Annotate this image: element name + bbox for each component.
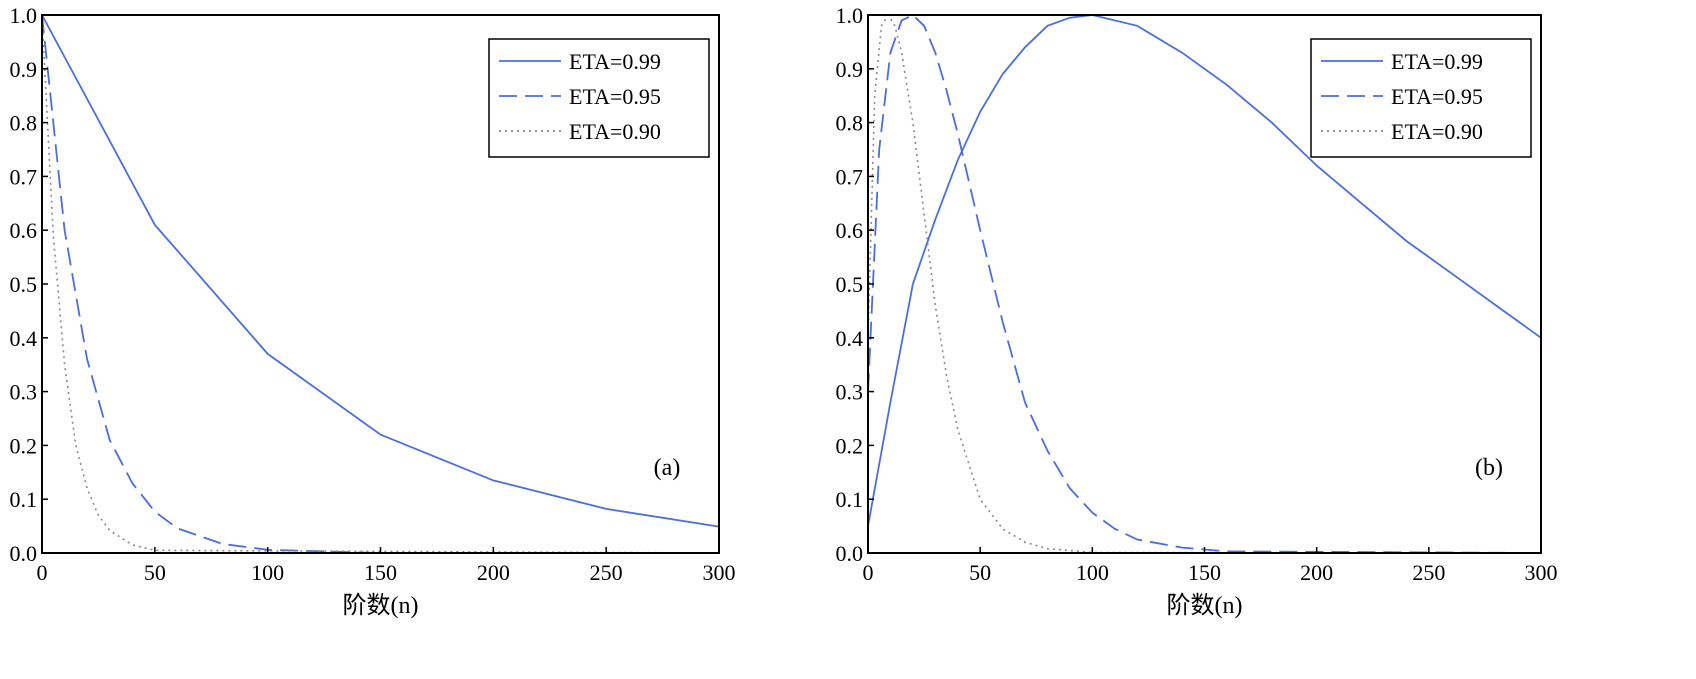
- y-tick-label: 0.7: [10, 164, 38, 189]
- y-tick-label: 0.6: [10, 218, 38, 243]
- chart-panel-b: 0 50 100 150 200 250 300 0.0 0.1 0.2 0.3 0.4 0.5 0.6 0…: [836, 3, 1558, 619]
- legend-label: ETA=0.99: [1391, 49, 1483, 74]
- x-tick-label: 50: [144, 560, 166, 585]
- x-tick-label: 300: [703, 560, 736, 585]
- chart-panel-a: 0 50 100 150 200 250 300 0.0 0.1 0.2 0.3 0.4 0.5 0.6 0…: [10, 3, 736, 619]
- x-tick-label: 100: [251, 560, 284, 585]
- x-tick-label: 150: [1188, 560, 1221, 585]
- series-line-eta099: [41, 14, 720, 528]
- y-tick-label: 0.4: [10, 326, 38, 351]
- legend-label: ETA=0.99: [569, 49, 661, 74]
- y-tick-label: 0.9: [10, 57, 38, 82]
- panel-label: (a): [654, 455, 681, 481]
- y-tick-label: 0.1: [10, 487, 38, 512]
- y-tick-label: 0.7: [836, 164, 864, 189]
- legend-label: ETA=0.90: [569, 119, 661, 144]
- y-tick-label: 0.1: [836, 487, 864, 512]
- y-tick-label: 1.0: [836, 3, 864, 28]
- series-line-eta095: [41, 14, 719, 554]
- x-tick-label: 300: [1525, 560, 1558, 585]
- y-tick-label: 0.5: [836, 272, 864, 297]
- x-tick-label: 200: [1300, 560, 1333, 585]
- y-tick-label: 0.6: [836, 218, 864, 243]
- legend-label: ETA=0.90: [1391, 119, 1483, 144]
- legend-label: ETA=0.95: [569, 84, 661, 109]
- y-tick-label: 0.3: [836, 380, 864, 405]
- x-tick-label: 0: [863, 560, 874, 585]
- y-tick-label: 0.3: [10, 380, 38, 405]
- y-tick-label: 0.8: [10, 111, 38, 136]
- panel-label: (b): [1475, 455, 1503, 481]
- x-axis-label: 阶数(n): [1167, 592, 1243, 619]
- y-tick-label: 0.4: [836, 326, 864, 351]
- x-tick-label: 0: [37, 560, 48, 585]
- x-tick-label: 200: [477, 560, 510, 585]
- x-tick-label: 100: [1076, 560, 1109, 585]
- y-tick-label: 0.5: [10, 272, 38, 297]
- legend-box: [1310, 38, 1532, 158]
- x-tick-label: 50: [969, 560, 991, 585]
- legend-box: [488, 38, 710, 158]
- y-tick-label: 0.8: [836, 111, 864, 136]
- y-tick-label: 0.0: [836, 541, 864, 566]
- y-tick-label: 0.2: [836, 433, 864, 458]
- legend-label: ETA=0.95: [1391, 84, 1483, 109]
- y-tick-label: 1.0: [10, 3, 38, 28]
- x-axis-label: 阶数(n): [343, 592, 419, 619]
- x-tick-label: 250: [1412, 560, 1445, 585]
- y-tick-label: 0.9: [836, 57, 864, 82]
- x-tick-label: 150: [364, 560, 397, 585]
- y-tick-label: 0.2: [10, 433, 38, 458]
- y-tick-label: 0.0: [10, 541, 38, 566]
- x-tick-label: 250: [590, 560, 623, 585]
- series-line-eta095: [867, 13, 1542, 554]
